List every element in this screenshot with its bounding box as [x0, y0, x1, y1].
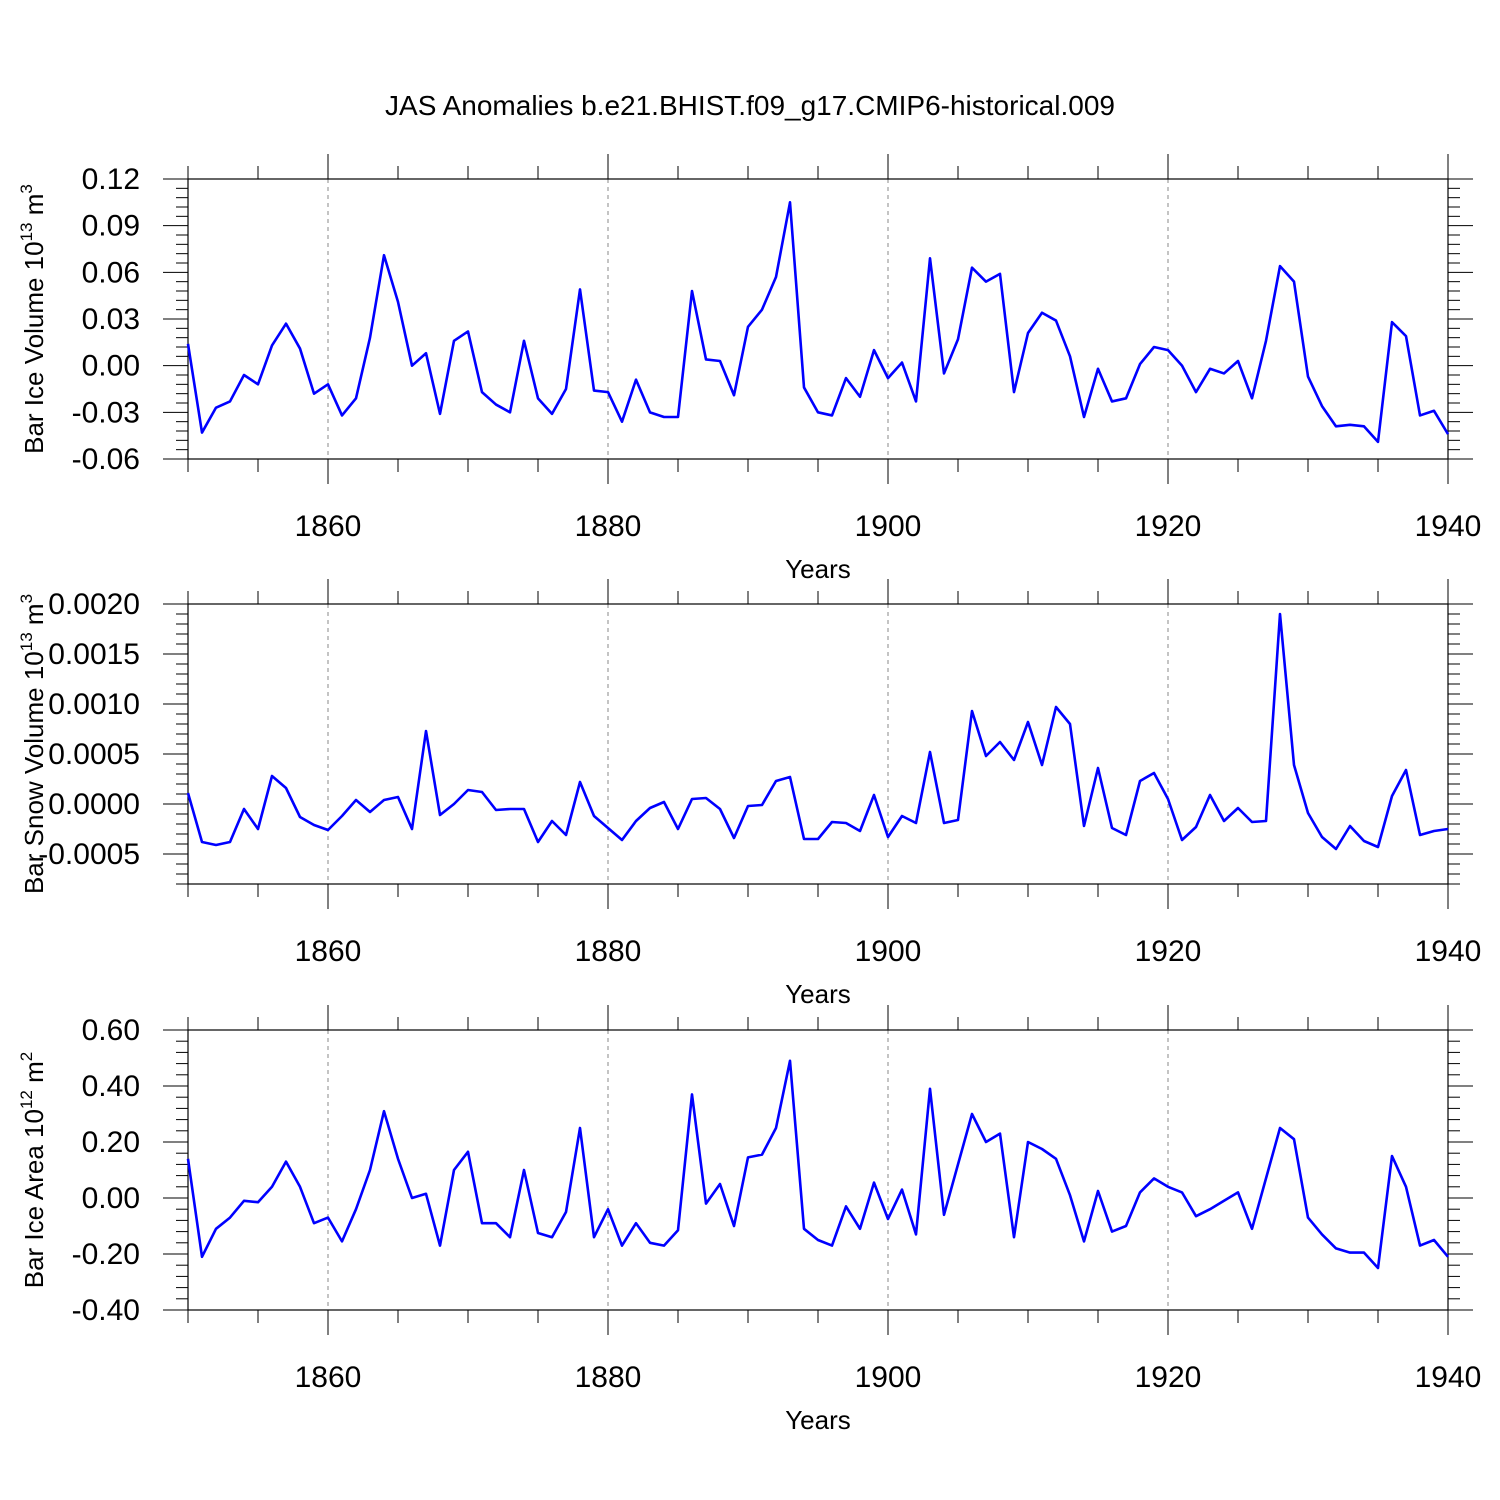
x-tick-label: 1940: [1415, 1361, 1482, 1394]
x-tick-label: 1940: [1415, 935, 1482, 968]
x-axis-title: Years: [785, 554, 851, 584]
y-tick-label: 0.12: [82, 163, 140, 196]
y-tick-label: -0.0005: [38, 838, 140, 871]
y-tick-label: 0.00: [82, 350, 140, 383]
x-tick-label: 1860: [295, 1361, 362, 1394]
y-tick-label: 0.0005: [48, 738, 140, 771]
y-tick-label: 0.20: [82, 1126, 140, 1159]
x-tick-label: 1880: [575, 935, 642, 968]
y-tick-label: -0.20: [72, 1238, 140, 1271]
series-line: [186, 1059, 1449, 1270]
x-tick-label: 1900: [855, 510, 922, 543]
y-axis-title: Bar Snow Volume 1013 m3: [17, 594, 49, 894]
x-tick-label: 1860: [295, 510, 362, 543]
x-tick-label: 1940: [1415, 510, 1482, 543]
x-tick-label: 1880: [575, 510, 642, 543]
plot-frame: [187, 178, 1449, 460]
y-tick-label: 0.60: [82, 1014, 140, 1047]
x-axis-title: Years: [785, 979, 851, 1009]
x-tick-label: 1920: [1135, 510, 1202, 543]
y-tick-label: 0.0015: [48, 638, 140, 671]
series-line: [186, 201, 1450, 444]
panels: -0.06 -0.03 0.00 0.03 0.06 0.09 0.12 1860 1880 19…: [17, 154, 1481, 1435]
y-axis-title: Bar Ice Volume 1013 m3: [17, 184, 49, 454]
y-axis-title-superscript: 3: [17, 184, 36, 193]
x-tick-label: 1920: [1135, 1361, 1202, 1394]
panel-2: -0.0005 0.0000 0.0005 0.0010 0.0015 0.0020 186…: [17, 579, 1481, 1009]
y-axis-title-part: Bar Ice Area 10: [19, 1109, 49, 1288]
x-axis-title: Years: [785, 1405, 851, 1435]
plot-frame: [187, 1029, 1449, 1311]
y-tick-label: 0.00: [82, 1182, 140, 1215]
x-tick-label: 1860: [295, 935, 362, 968]
x-tick-label: 1900: [855, 1361, 922, 1394]
y-axis-title: Bar Ice Area 1012 m2: [17, 1052, 49, 1289]
plot-frame: [187, 603, 1449, 885]
y-tick-label: -0.06: [72, 443, 140, 476]
y-tick-label: 0.06: [82, 256, 140, 289]
chart-title: JAS Anomalies b.e21.BHIST.f09_g17.CMIP6-…: [385, 90, 1115, 121]
y-tick-label: 0.0020: [48, 588, 140, 621]
panel-3: -0.40 -0.20 0.00 0.20 0.40 0.60 1860 1880 1900 19…: [17, 1005, 1481, 1435]
y-tick-label: -0.40: [72, 1294, 140, 1327]
y-axis-title-superscript: 13: [17, 222, 36, 241]
y-axis-title-part: m: [19, 1061, 49, 1090]
y-tick-label: 0.03: [82, 303, 140, 336]
x-tick-label: 1920: [1135, 935, 1202, 968]
panel-1: -0.06 -0.03 0.00 0.03 0.06 0.09 0.12 1860 1880 19…: [17, 154, 1481, 584]
x-tick-label: 1880: [575, 1361, 642, 1394]
y-axis-title-part: m: [19, 194, 49, 223]
y-tick-label: 0.0010: [48, 688, 140, 721]
y-axis-title-superscript: 12: [17, 1090, 36, 1109]
y-tick-label: 0.0000: [48, 788, 140, 821]
y-tick-label: 0.09: [82, 210, 140, 243]
y-axis-title-superscript: 13: [17, 632, 36, 651]
x-tick-label: 1900: [855, 935, 922, 968]
y-axis-title-part: Bar Ice Volume 10: [19, 241, 49, 453]
y-axis-title-superscript: 3: [17, 594, 36, 603]
y-tick-label: 0.40: [82, 1070, 140, 1103]
y-axis-title-part: Bar Snow Volume 10: [19, 651, 49, 894]
y-axis-title-part: m: [19, 603, 49, 632]
y-tick-label: -0.03: [72, 396, 140, 429]
y-axis-title-superscript: 2: [17, 1052, 36, 1061]
series-line: [186, 612, 1449, 851]
